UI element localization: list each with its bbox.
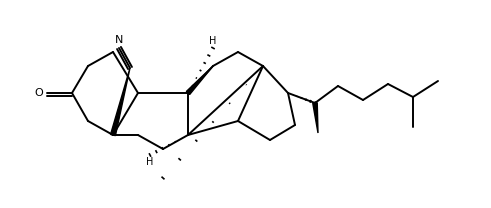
Polygon shape bbox=[313, 103, 318, 133]
Text: O: O bbox=[34, 88, 43, 98]
Text: H: H bbox=[209, 36, 217, 46]
Text: N: N bbox=[115, 35, 123, 45]
Text: H: H bbox=[146, 157, 154, 167]
Polygon shape bbox=[110, 68, 130, 136]
Polygon shape bbox=[187, 66, 213, 94]
